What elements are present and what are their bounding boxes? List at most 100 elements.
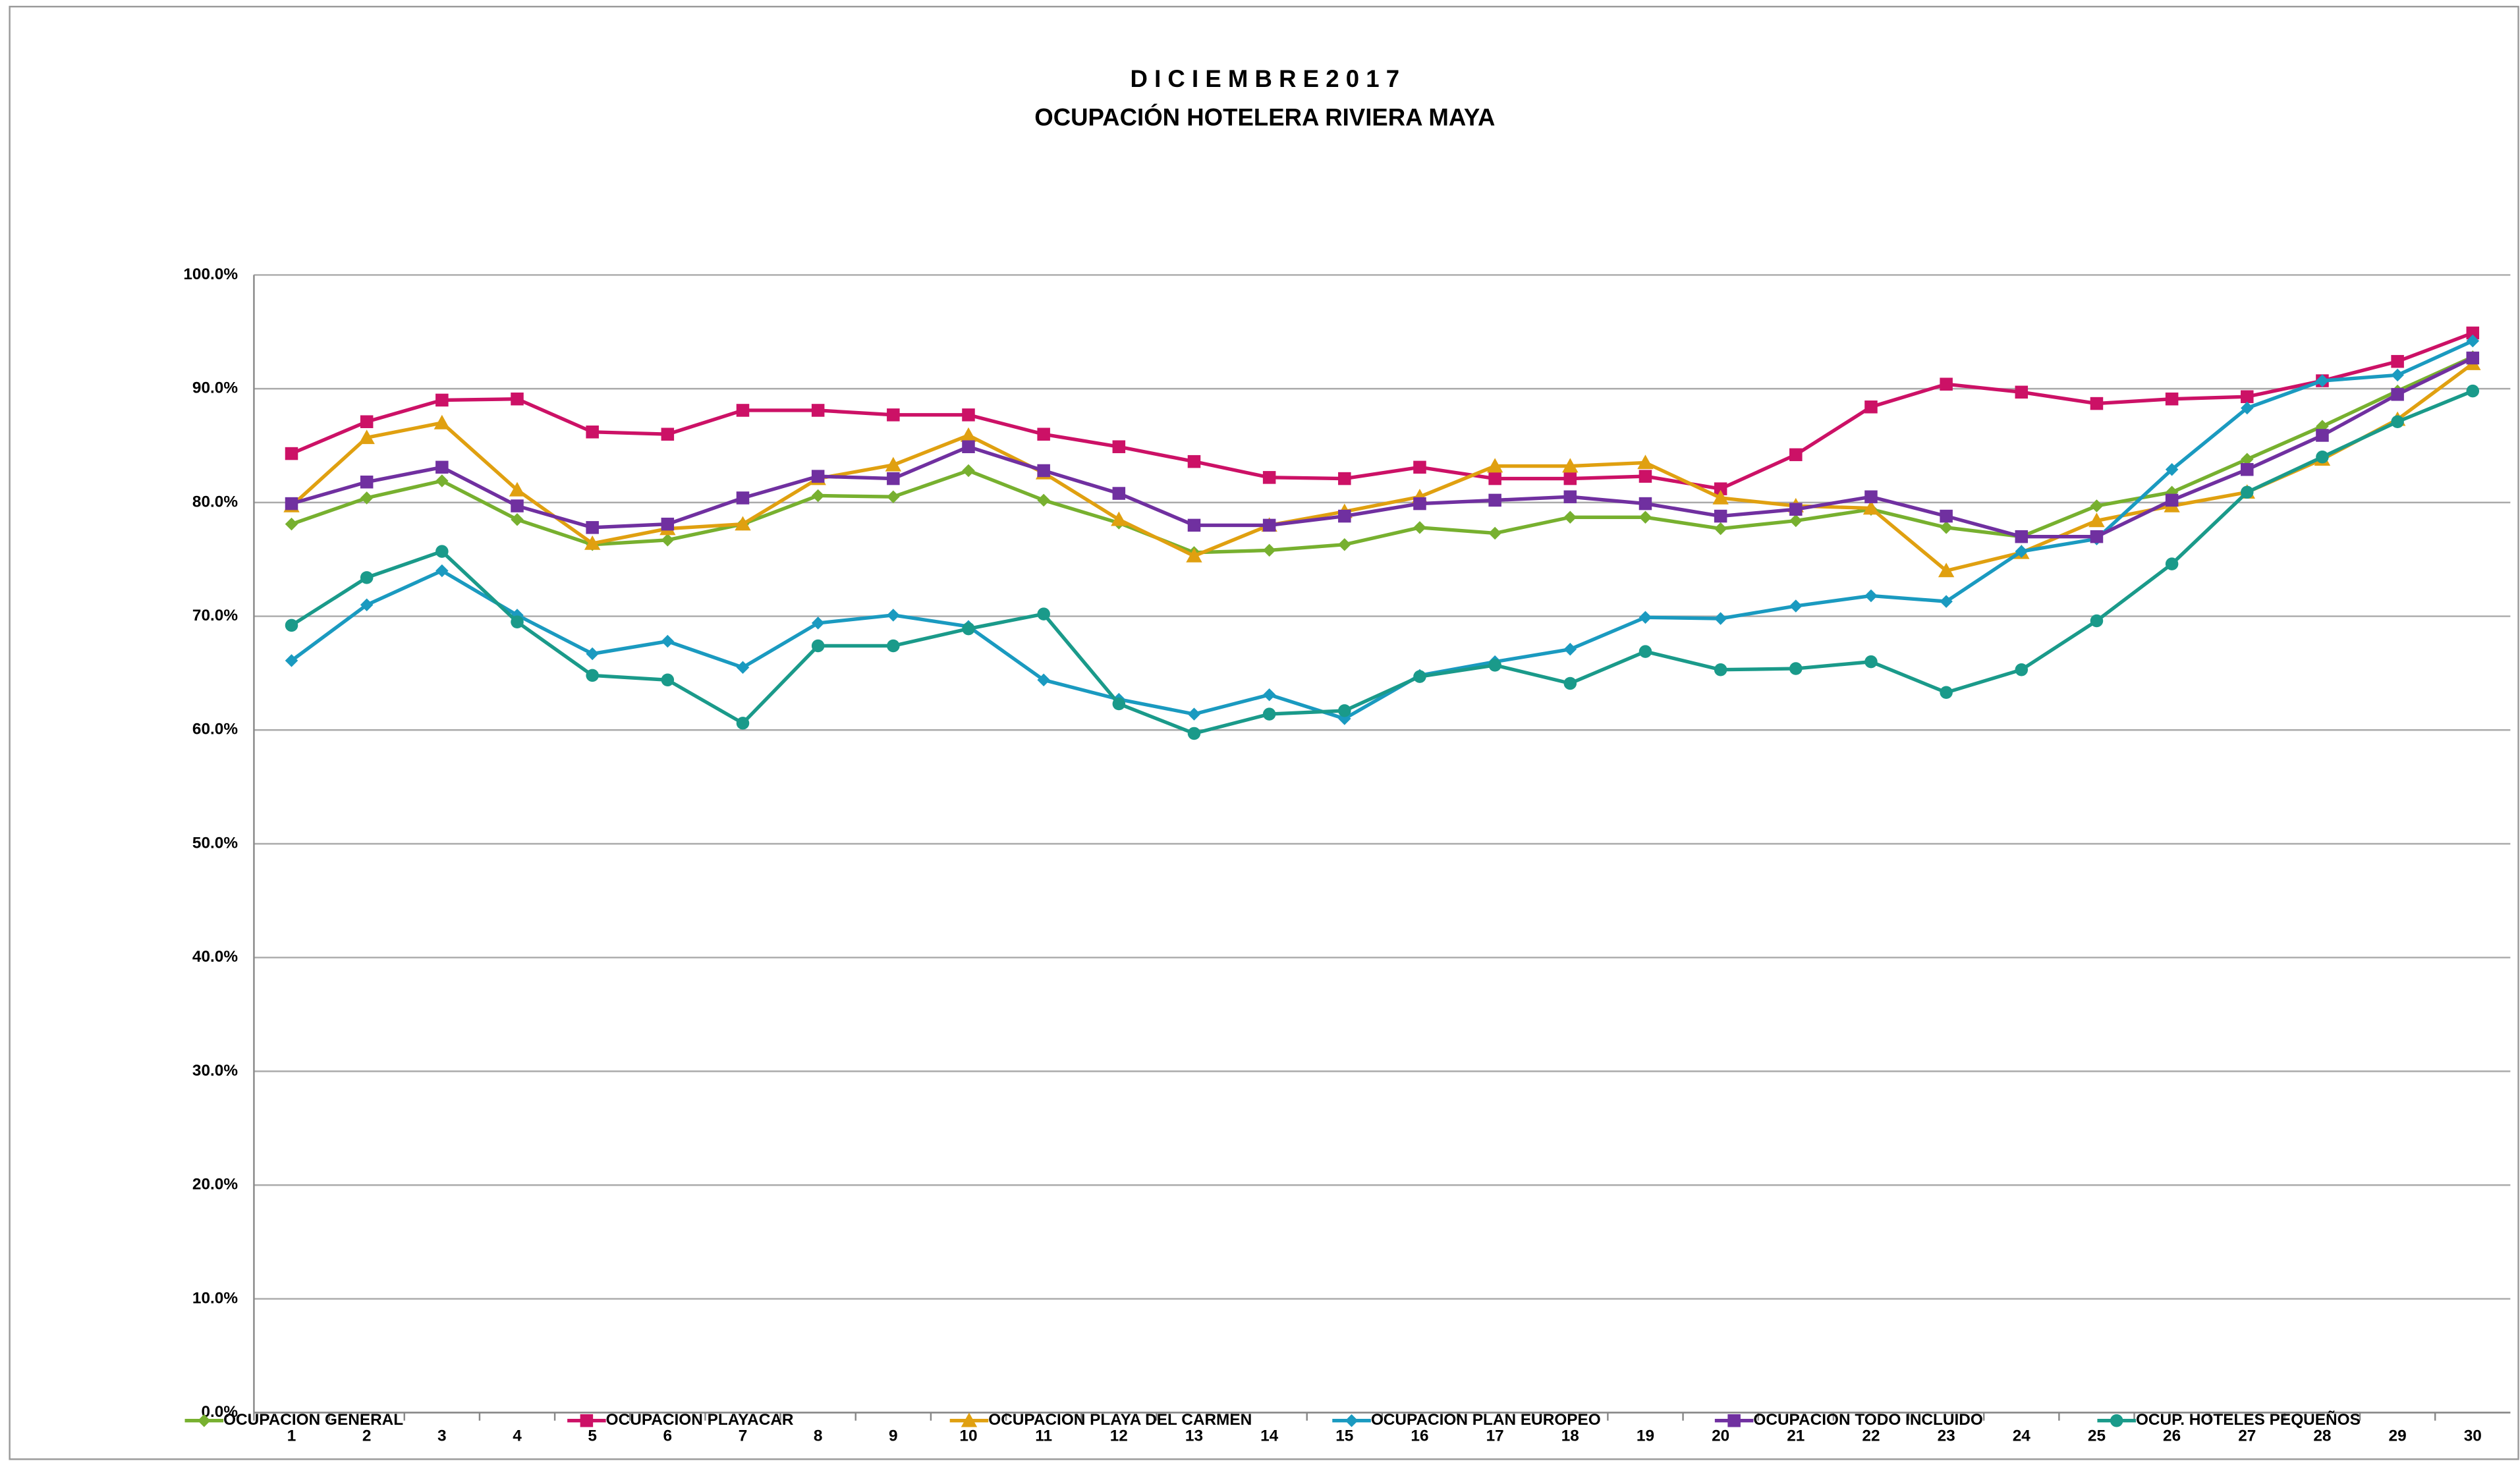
data-point bbox=[1638, 645, 1652, 658]
data-point bbox=[1037, 427, 1050, 441]
data-point bbox=[1187, 727, 1201, 740]
data-point bbox=[1864, 589, 1878, 603]
data-point bbox=[1940, 686, 1953, 700]
x-tick-label: 10 bbox=[959, 1427, 977, 1445]
data-point bbox=[962, 408, 975, 422]
data-point bbox=[360, 491, 374, 505]
series-line bbox=[291, 355, 2474, 555]
data-point bbox=[1187, 518, 1201, 532]
data-point bbox=[2241, 463, 2254, 476]
data-point bbox=[1563, 490, 1577, 503]
data-point bbox=[661, 534, 675, 547]
chart-border bbox=[9, 5, 2519, 1460]
data-point bbox=[434, 414, 451, 429]
data-point bbox=[2316, 451, 2329, 464]
data-point bbox=[1037, 607, 1050, 620]
data-point bbox=[360, 571, 374, 584]
x-tick-label: 13 bbox=[1185, 1427, 1203, 1445]
data-point bbox=[1862, 500, 1880, 515]
data-point bbox=[2316, 429, 2329, 442]
data-point bbox=[1262, 707, 1276, 721]
x-tick-label: 19 bbox=[1637, 1427, 1654, 1445]
data-point bbox=[586, 647, 599, 661]
data-point bbox=[1262, 688, 1276, 702]
y-tick-label: 20.0% bbox=[192, 1176, 238, 1194]
x-tick-label: 24 bbox=[2013, 1427, 2031, 1445]
data-point bbox=[1714, 522, 1727, 536]
chart-title: D I C I E M B R E 2 0 1 7 bbox=[1131, 65, 1400, 92]
data-point bbox=[1112, 440, 1126, 453]
data-point bbox=[887, 490, 900, 503]
data-point bbox=[1714, 612, 1727, 625]
legend-label: OCUPACION PLAYA DEL CARMEN bbox=[988, 1411, 1252, 1429]
data-point bbox=[2090, 530, 2104, 543]
data-point bbox=[1714, 482, 1727, 495]
data-point bbox=[736, 717, 750, 730]
data-point bbox=[509, 482, 526, 497]
data-point bbox=[962, 440, 975, 453]
data-point bbox=[360, 598, 374, 612]
x-tick-label: 16 bbox=[1411, 1427, 1428, 1445]
data-point bbox=[1940, 509, 1953, 523]
data-point bbox=[1563, 676, 1577, 690]
data-point bbox=[1338, 509, 1351, 523]
data-point bbox=[1637, 455, 1654, 470]
data-point bbox=[2015, 530, 2029, 543]
series-line bbox=[290, 362, 2474, 573]
data-point bbox=[1789, 662, 1803, 675]
data-point bbox=[887, 639, 900, 653]
data-point bbox=[960, 427, 977, 442]
y-tick-label: 70.0% bbox=[192, 607, 238, 624]
data-point bbox=[1262, 518, 1276, 532]
data-point bbox=[2241, 453, 2254, 466]
data-point bbox=[1789, 599, 1803, 613]
data-point bbox=[1563, 642, 1577, 656]
data-point bbox=[811, 639, 825, 653]
data-point bbox=[435, 564, 449, 578]
data-point bbox=[586, 669, 599, 682]
data-point bbox=[2090, 499, 2104, 512]
y-tick-label: 10.0% bbox=[192, 1289, 238, 1307]
data-point bbox=[2241, 401, 2254, 415]
x-tick-label: 25 bbox=[2088, 1427, 2106, 1445]
x-tick-label: 7 bbox=[739, 1427, 748, 1445]
data-point bbox=[1864, 490, 1878, 503]
y-tick-label: 90.0% bbox=[192, 379, 238, 397]
legend-marker bbox=[2110, 1414, 2123, 1427]
series-line bbox=[290, 339, 2474, 721]
data-point bbox=[1338, 704, 1351, 717]
legend-label: OCUPACION TODO INCLUIDO bbox=[1753, 1411, 1982, 1429]
data-point bbox=[1187, 455, 1201, 468]
legend-label: OCUPACION GENERAL bbox=[223, 1411, 403, 1429]
data-point bbox=[1789, 503, 1803, 516]
data-point bbox=[511, 392, 524, 406]
series-line bbox=[291, 356, 2474, 539]
y-tick-label: 100.0% bbox=[183, 265, 238, 283]
data-point bbox=[1413, 460, 1426, 474]
data-point bbox=[1940, 595, 1953, 608]
x-tick-label: 23 bbox=[1938, 1427, 1955, 1445]
data-point bbox=[661, 517, 675, 531]
data-point bbox=[736, 404, 750, 417]
data-point bbox=[962, 622, 975, 636]
y-tick-label: 80.0% bbox=[192, 493, 238, 510]
x-tick-label: 9 bbox=[889, 1427, 898, 1445]
x-tick-label: 1 bbox=[287, 1427, 296, 1445]
data-point bbox=[1187, 707, 1201, 721]
x-tick-label: 11 bbox=[1035, 1427, 1052, 1445]
data-point bbox=[1488, 472, 1501, 485]
data-point bbox=[285, 447, 298, 460]
x-tick-label: 21 bbox=[1787, 1427, 1805, 1445]
data-point bbox=[511, 615, 524, 628]
data-point bbox=[1938, 563, 1955, 578]
data-point bbox=[435, 393, 449, 407]
y-tick-label: 50.0% bbox=[192, 834, 238, 852]
data-point bbox=[887, 408, 900, 422]
data-point bbox=[2391, 388, 2404, 401]
data-point bbox=[2090, 397, 2104, 410]
data-point bbox=[511, 512, 524, 526]
data-point bbox=[1112, 697, 1126, 711]
data-point bbox=[735, 516, 751, 531]
data-point bbox=[1413, 670, 1426, 683]
